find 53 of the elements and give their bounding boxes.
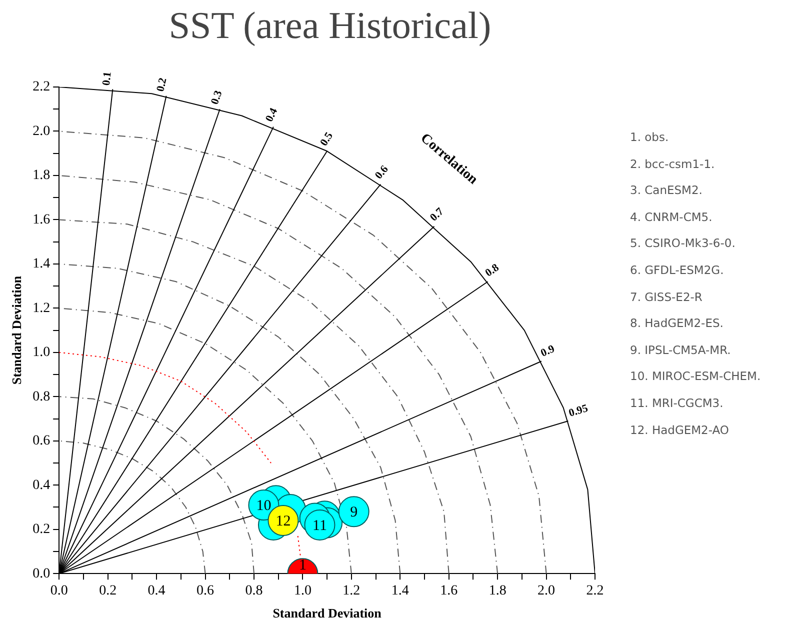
y-axis-title: Standard Deviation (9, 275, 24, 385)
x-tick-label: 2.0 (538, 584, 556, 599)
x-tick-label: 1.4 (391, 584, 409, 599)
annotation: 0.1 (100, 71, 114, 86)
x-tick-label: 1.6 (440, 584, 458, 599)
text: 1. obs. (630, 130, 670, 146)
y-tick-label: 1.0 (32, 345, 50, 360)
text: 2. bcc-csm1-1. (630, 156, 716, 173)
x-tick-label: 0.4 (148, 584, 166, 599)
y-tick-label: 1.2 (32, 300, 50, 316)
series-label: 12 (276, 513, 291, 530)
y-tick-label: 2.0 (32, 124, 50, 139)
x-tick-label: 0.0 (50, 584, 68, 599)
series-label: 9 (350, 504, 358, 521)
text: 10. MIROC-ESM-CHEM. (630, 369, 761, 386)
y-tick-label: 0.0 (32, 566, 50, 582)
x-tick-label: 1.8 (488, 584, 506, 599)
text: 4. CNRM-CM5. (630, 210, 714, 226)
text: 8. HadGEM2-ES. (630, 316, 724, 332)
y-tick-label: 0.2 (32, 522, 50, 538)
x-tick-label: 1.2 (342, 584, 360, 599)
x-axis-title: Standard Deviation (272, 606, 382, 621)
y-tick-label: 0.4 (32, 478, 50, 493)
x-tick-label: 0.6 (196, 584, 214, 599)
text: 6. GFDL-ESM2G. (630, 262, 725, 279)
annotation: 0.5 (318, 130, 336, 148)
y-tick-label: 0.8 (32, 389, 50, 404)
x-tick-label: 0.8 (245, 584, 263, 599)
annotation: 0.4 (263, 106, 280, 124)
text: 11. MRI-CGCM3. (630, 396, 724, 412)
x-tick-label: 0.2 (99, 584, 117, 599)
series-label: 11 (312, 518, 327, 534)
text: 3. CanESM2. (630, 183, 704, 200)
annotation: 0.7 (428, 205, 446, 224)
y-tick-label: 1.4 (32, 256, 50, 272)
text: 9. IPSL-CM5A-MR. (630, 342, 732, 359)
x-tick-label: 1.0 (294, 584, 312, 599)
annotation: 0.6 (372, 162, 392, 182)
x-tick-label: 2.2 (586, 584, 604, 599)
annotation: 0.3 (208, 88, 225, 106)
annotation: 0.8 (483, 261, 502, 280)
y-tick-label: 1.6 (32, 212, 50, 228)
y-tick-label: 0.6 (32, 434, 50, 449)
annotation: 0.95 (567, 402, 590, 420)
text: 12. HadGEM2-AO (630, 422, 730, 439)
series-label: 10 (256, 498, 272, 514)
text: 7. GISS-E2-R (630, 290, 704, 306)
text: 5. CSIRO-Mk3-6-0. (630, 236, 736, 252)
annotation: 0.2 (154, 76, 170, 93)
y-tick-label: 2.2 (32, 80, 50, 95)
annotation: 0.9 (539, 342, 557, 360)
chart-title: SST (area Historical) (168, 4, 492, 48)
y-tick-label: 1.8 (32, 168, 50, 184)
